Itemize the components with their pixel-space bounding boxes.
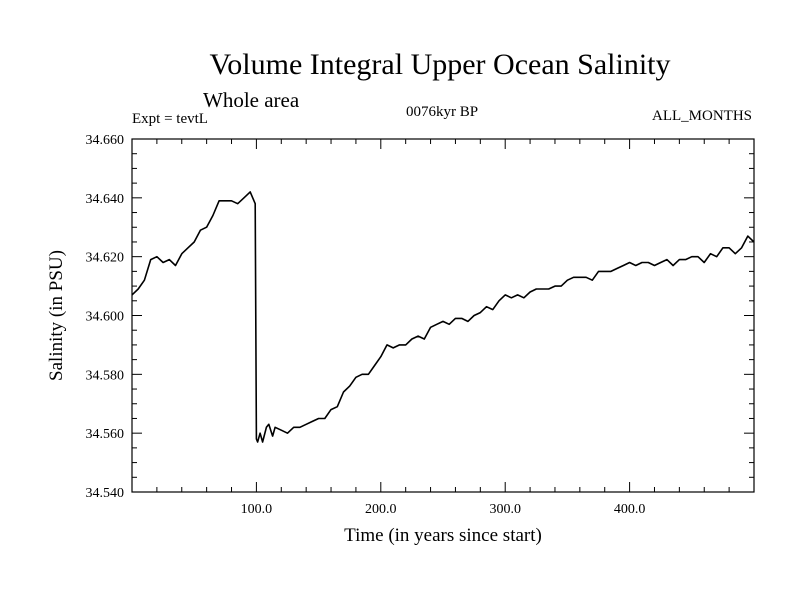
x-tick-label: 300.0 [489,502,521,517]
x-axis-label: Time (in years since start) [344,525,542,546]
months-label: ALL_MONTHS [652,108,752,124]
x-tick-label: 200.0 [365,502,397,517]
chart-subtitle: Whole area [203,88,300,112]
y-tick-label: 34.560 [86,427,125,442]
y-tick-label: 34.660 [86,133,125,148]
experiment-label: Expt = tevtL [132,111,208,127]
axis-ticks [132,138,754,493]
y-tick-label: 34.620 [86,251,125,266]
series-line [131,191,755,443]
plot-frame [131,138,755,493]
y-axis-label: Salinity (in PSU) [46,250,67,381]
axis-tick-labels: 100.0 200.0 300.0 400.0 34.540 34.560 34.580 34… [86,133,646,517]
x-tick-label: 400.0 [614,502,646,517]
chart-title: Volume Integral Upper Ocean Salinity [209,48,671,81]
x-tick-label: 100.0 [241,502,273,517]
y-tick-label: 34.640 [86,192,125,207]
y-tick-label: 34.540 [86,486,125,501]
y-tick-label: 34.600 [86,310,125,325]
y-tick-label: 34.580 [86,368,125,383]
period-label: 0076kyr BP [405,104,479,120]
